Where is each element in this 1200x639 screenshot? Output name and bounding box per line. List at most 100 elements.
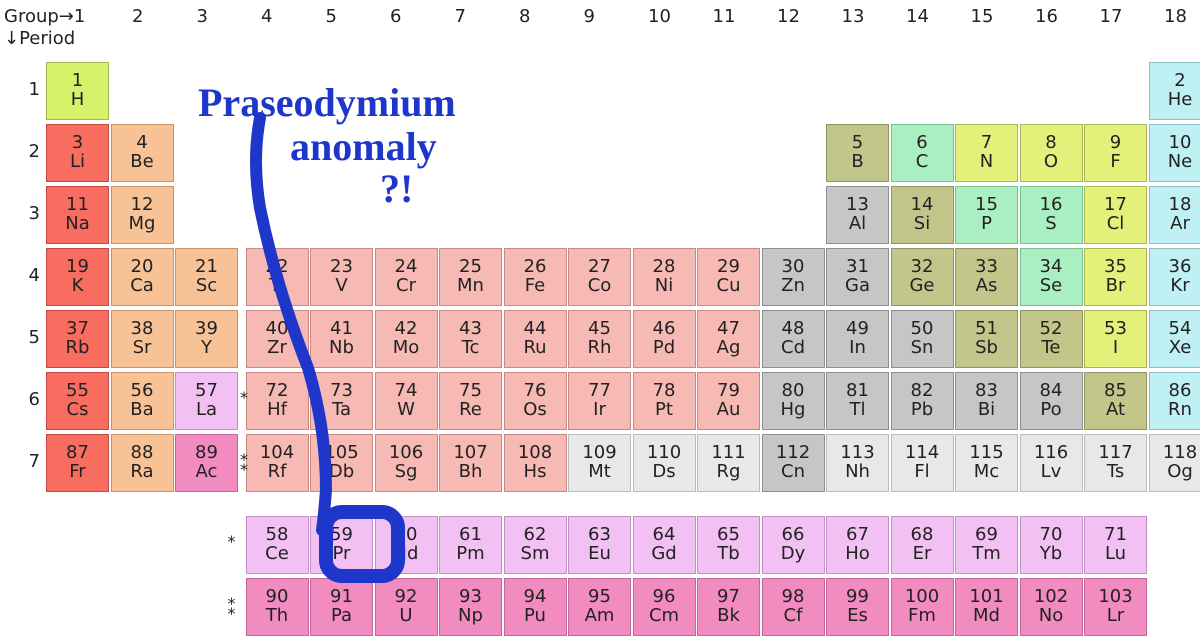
element-W: 74W bbox=[375, 372, 438, 430]
element-Cf: 98Cf bbox=[762, 578, 825, 636]
element-Og: 118Og bbox=[1149, 434, 1200, 492]
element-symbol: Er bbox=[913, 545, 932, 564]
element-He: 2He bbox=[1149, 62, 1200, 120]
element-Sb: 51Sb bbox=[955, 310, 1018, 368]
element-symbol: Cl bbox=[1107, 215, 1125, 234]
element-symbol: H bbox=[71, 91, 85, 110]
element-symbol: Ag bbox=[717, 339, 741, 358]
element-Fl: 114Fl bbox=[891, 434, 954, 492]
element-Ce: 58Ce bbox=[246, 516, 309, 574]
element-symbol: Rn bbox=[1168, 401, 1192, 420]
element-Ba: 56Ba bbox=[111, 372, 174, 430]
element-Ho: 67Ho bbox=[826, 516, 889, 574]
element-symbol: Al bbox=[849, 215, 866, 234]
element-Cd: 48Cd bbox=[762, 310, 825, 368]
element-symbol: Tl bbox=[850, 401, 866, 420]
element-symbol: Cr bbox=[396, 277, 416, 296]
element-symbol: Ce bbox=[265, 545, 289, 564]
period-label-6: 6 bbox=[10, 389, 40, 410]
element-symbol: Kr bbox=[1170, 277, 1189, 296]
element-Gd: 64Gd bbox=[633, 516, 696, 574]
element-symbol: Sb bbox=[975, 339, 998, 358]
element-symbol: Sm bbox=[521, 545, 550, 564]
element-Ge: 32Ge bbox=[891, 248, 954, 306]
element-symbol: Nb bbox=[329, 339, 354, 358]
element-Pb: 82Pb bbox=[891, 372, 954, 430]
element-symbol: Es bbox=[847, 607, 868, 626]
element-I: 53I bbox=[1084, 310, 1147, 368]
element-symbol: Ts bbox=[1107, 463, 1124, 482]
element-symbol: Pa bbox=[331, 607, 352, 626]
element-Ir: 77Ir bbox=[568, 372, 631, 430]
element-Mc: 115Mc bbox=[955, 434, 1018, 492]
element-symbol: Og bbox=[1167, 463, 1193, 482]
group-label-15: 15 bbox=[971, 6, 994, 27]
element-Mt: 109Mt bbox=[568, 434, 631, 492]
element-symbol: Th bbox=[266, 607, 288, 626]
element-symbol: Pd bbox=[653, 339, 675, 358]
element-Al: 13Al bbox=[826, 186, 889, 244]
element-Na: 11Na bbox=[46, 186, 109, 244]
element-Fr: 87Fr bbox=[46, 434, 109, 492]
element-symbol: Fm bbox=[908, 607, 936, 626]
element-symbol: Tm bbox=[972, 545, 1001, 564]
element-symbol: V bbox=[335, 277, 347, 296]
element-Rh: 45Rh bbox=[568, 310, 631, 368]
group-label-5: 5 bbox=[326, 6, 337, 27]
period-label-7: 7 bbox=[10, 451, 40, 472]
element-Pt: 78Pt bbox=[633, 372, 696, 430]
element-Np: 93Np bbox=[439, 578, 502, 636]
element-symbol: Eu bbox=[588, 545, 611, 564]
asterisk-period-6: * bbox=[240, 393, 248, 403]
group-label-11: 11 bbox=[713, 6, 736, 27]
element-Am: 95Am bbox=[568, 578, 631, 636]
period-label-3: 3 bbox=[10, 203, 40, 224]
element-symbol: Ba bbox=[130, 401, 153, 420]
element-N: 7N bbox=[955, 124, 1018, 182]
asterisk-fblock-1: * * bbox=[228, 599, 236, 618]
element-symbol: Zr bbox=[267, 339, 287, 358]
element-Br: 35Br bbox=[1084, 248, 1147, 306]
element-Au: 79Au bbox=[697, 372, 760, 430]
element-symbol: Zn bbox=[781, 277, 805, 296]
element-symbol: Hg bbox=[781, 401, 806, 420]
element-symbol: No bbox=[1039, 607, 1063, 626]
element-symbol: Gd bbox=[651, 545, 676, 564]
element-Pa: 91Pa bbox=[310, 578, 373, 636]
element-symbol: Pu bbox=[524, 607, 546, 626]
element-symbol: Te bbox=[1041, 339, 1060, 358]
element-Ds: 110Ds bbox=[633, 434, 696, 492]
element-symbol: As bbox=[976, 277, 998, 296]
element-Ac: 89Ac bbox=[175, 434, 238, 492]
element-symbol: S bbox=[1045, 215, 1056, 234]
period-label-1: 1 bbox=[10, 79, 40, 100]
element-symbol: Bk bbox=[717, 607, 740, 626]
group-label-8: 8 bbox=[519, 6, 530, 27]
group-label-18: 18 bbox=[1164, 6, 1187, 27]
element-symbol: La bbox=[196, 401, 217, 420]
element-Rg: 111Rg bbox=[697, 434, 760, 492]
element-symbol: Mg bbox=[129, 215, 156, 234]
element-symbol: Am bbox=[585, 607, 615, 626]
element-symbol: Tc bbox=[462, 339, 480, 358]
element-symbol: Cm bbox=[649, 607, 679, 626]
element-Mo: 42Mo bbox=[375, 310, 438, 368]
element-Po: 84Po bbox=[1020, 372, 1083, 430]
element-symbol: Pt bbox=[655, 401, 673, 420]
element-Xe: 54Xe bbox=[1149, 310, 1200, 368]
element-Sc: 21Sc bbox=[175, 248, 238, 306]
element-Es: 99Es bbox=[826, 578, 889, 636]
element-symbol: O bbox=[1044, 153, 1058, 172]
element-Tm: 69Tm bbox=[955, 516, 1018, 574]
element-Pr: 59Pr bbox=[310, 516, 373, 574]
element-symbol: Li bbox=[70, 153, 85, 172]
element-symbol: Cs bbox=[67, 401, 89, 420]
element-Rb: 37Rb bbox=[46, 310, 109, 368]
element-symbol: Cn bbox=[781, 463, 805, 482]
element-Ta: 73Ta bbox=[310, 372, 373, 430]
element-symbol: Pm bbox=[456, 545, 484, 564]
element-Te: 52Te bbox=[1020, 310, 1083, 368]
element-Ag: 47Ag bbox=[697, 310, 760, 368]
element-symbol: Mn bbox=[457, 277, 484, 296]
element-symbol: Rh bbox=[588, 339, 612, 358]
